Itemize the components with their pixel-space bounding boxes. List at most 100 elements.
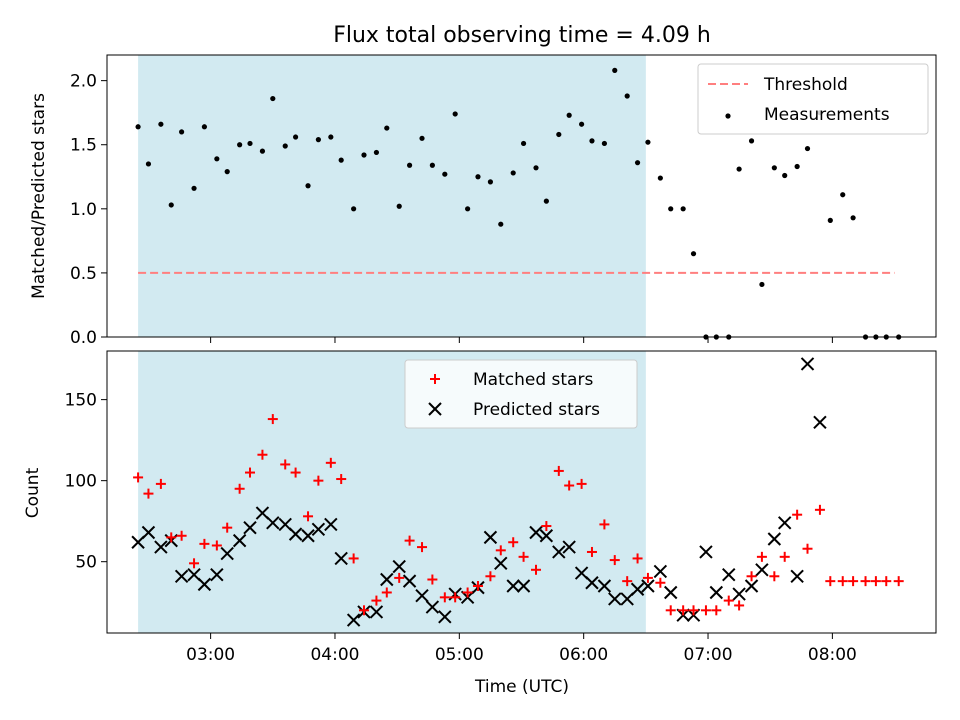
predicted-point <box>187 567 201 582</box>
measurement-point <box>452 111 458 117</box>
predicted-point <box>709 585 724 600</box>
ratio-legend-box <box>697 63 929 135</box>
matched-point <box>495 545 506 556</box>
matched-point <box>893 576 904 587</box>
predicted-point <box>653 564 668 579</box>
ratio-y-axis-label: Matched/Predicted stars <box>29 93 49 299</box>
predicted-point <box>755 563 769 577</box>
measurement-point <box>201 124 208 130</box>
matched-point <box>143 488 154 499</box>
ratio-x-axis-ticks <box>210 337 833 343</box>
matched-point <box>211 540 222 551</box>
measurement-point <box>429 162 435 168</box>
matched-point <box>870 576 881 587</box>
legend-matched-label: Matched stars <box>473 370 593 390</box>
ratio-panel: 0.00.51.01.52.0 Matched/Predicted stars … <box>29 54 937 348</box>
predicted-point <box>516 579 531 593</box>
y-tick-label: 150 <box>65 391 97 411</box>
measurement-point <box>247 140 253 147</box>
y-tick-label: 0.5 <box>70 264 97 284</box>
measurement-point <box>305 183 311 189</box>
measurement-point <box>759 281 765 288</box>
legend-measurements-swatch <box>725 113 731 119</box>
matched-point <box>622 576 633 587</box>
matched-point <box>746 571 757 582</box>
predicted-point <box>630 582 645 596</box>
measurement-point <box>579 121 585 127</box>
measurement-point <box>465 206 471 212</box>
matched-point <box>381 587 392 598</box>
predicted-point <box>438 610 452 624</box>
count-legend: Matched stars Predicted stars <box>404 359 638 429</box>
predicted-point <box>620 592 634 606</box>
measurement-point <box>624 93 630 99</box>
matched-point <box>485 571 496 582</box>
measurement-point <box>282 143 288 149</box>
matched-point <box>450 592 461 603</box>
matched-point <box>711 605 722 616</box>
matched-point <box>394 572 405 583</box>
count-x-axis-ticks: 03:00 04:00 05:00 06:00 07:00 08:00 <box>186 633 857 665</box>
matched-point <box>336 474 347 485</box>
count-series <box>131 357 904 627</box>
predicted-point <box>790 569 804 583</box>
predicted-point <box>380 572 394 587</box>
y-tick-label: 1.0 <box>70 200 97 220</box>
measurement-point <box>145 161 152 167</box>
matched-point <box>371 595 382 606</box>
predicted-point <box>278 517 292 532</box>
measurement-point <box>634 160 641 166</box>
measurement-point <box>168 202 174 208</box>
matched-point <box>427 574 438 585</box>
measurement-point <box>601 140 608 147</box>
measurement-point <box>487 179 494 185</box>
matched-point <box>837 576 848 587</box>
legend-measurements-label: Measurements <box>764 105 890 125</box>
measurement-point <box>396 203 402 209</box>
predicted-point <box>197 577 212 592</box>
measurement-point <box>315 137 321 143</box>
matched-point <box>642 572 653 583</box>
y-tick-label: 100 <box>65 472 97 492</box>
predicted-point <box>141 525 156 540</box>
predicted-point <box>641 579 655 593</box>
measurement-point <box>351 206 357 212</box>
matched-point <box>280 459 291 470</box>
observing-window-shade-top <box>138 55 646 337</box>
matched-point <box>358 605 369 616</box>
measurement-point <box>566 112 572 118</box>
x-tick-label: 07:00 <box>684 645 733 665</box>
measurement-point <box>827 217 833 223</box>
matched-point <box>609 555 620 566</box>
x-tick-label: 08:00 <box>808 645 857 665</box>
measurement-point <box>419 135 425 141</box>
predicted-point <box>301 529 315 543</box>
x-tick-label: 06:00 <box>559 645 608 665</box>
predicted-point <box>392 559 406 574</box>
matched-point <box>257 449 268 460</box>
x-tick-label: 03:00 <box>186 645 235 665</box>
measurement-point <box>442 171 448 177</box>
measurement-point <box>748 138 755 144</box>
matched-point <box>678 605 689 616</box>
predicted-point <box>369 605 384 619</box>
count-plot-frame <box>106 350 937 634</box>
measurement-point <box>224 169 230 175</box>
measurement-point <box>292 134 299 140</box>
count-y-axis-label: Count <box>23 467 43 518</box>
measurement-point <box>680 206 686 212</box>
measurement-point <box>214 156 220 162</box>
measurement-point <box>158 121 164 127</box>
predicted-point <box>744 579 759 593</box>
matched-point <box>825 576 836 587</box>
predicted-point <box>494 556 508 571</box>
matched-point <box>439 592 450 603</box>
matched-point <box>325 457 336 468</box>
matched-point <box>189 558 200 569</box>
matched-point <box>245 467 256 478</box>
matched-point <box>234 483 245 494</box>
measurement-point <box>533 165 539 171</box>
measurement-point <box>135 124 141 130</box>
predicted-point <box>529 525 543 540</box>
